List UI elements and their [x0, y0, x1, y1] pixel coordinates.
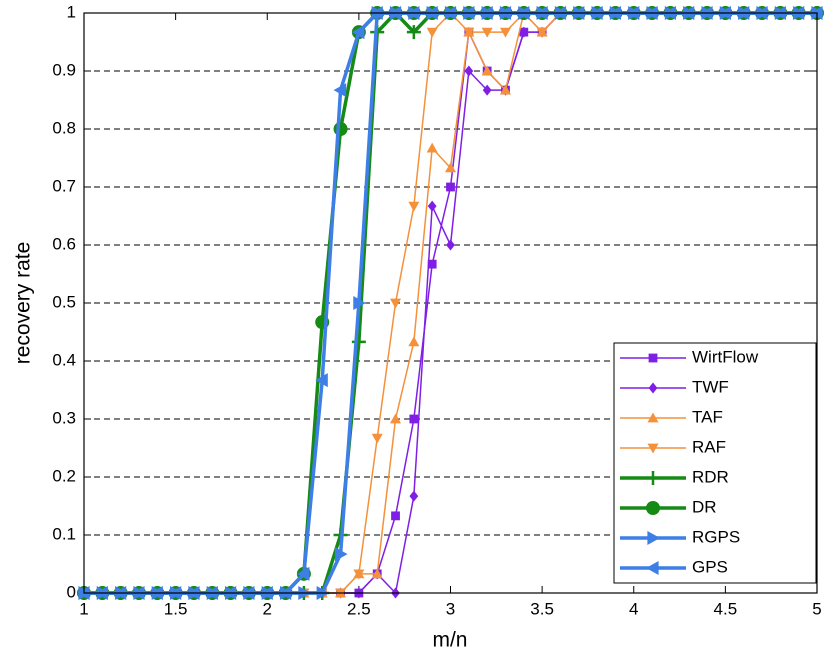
x-tick-label: 5: [812, 599, 821, 618]
y-tick-label: 0: [67, 582, 76, 601]
y-tick-label: 0.2: [52, 466, 76, 485]
x-tick-label: 1: [79, 599, 88, 618]
marker: [647, 412, 659, 423]
x-axis-label: m/n: [432, 629, 467, 652]
marker: [646, 561, 659, 575]
marker: [296, 566, 310, 581]
marker: [315, 373, 328, 388]
y-tick-label: 0.9: [52, 60, 76, 79]
y-tick-label: 0.6: [52, 234, 76, 253]
x-tick-label: 4: [629, 599, 638, 618]
x-tick-label: 2.5: [347, 599, 371, 618]
x-tick-label: 1.5: [164, 599, 188, 618]
y-tick-label: 0.5: [52, 292, 76, 311]
marker: [519, 26, 529, 38]
y-tick-label: 0.1: [52, 524, 76, 543]
marker: [333, 83, 347, 98]
y-tick-label: 0.7: [52, 176, 76, 195]
legend-label: TAF: [692, 407, 723, 426]
marker: [390, 413, 402, 424]
y-axis-label: recovery rate: [12, 242, 35, 365]
marker: [499, 84, 511, 95]
marker: [77, 586, 90, 600]
legend-label: TWF: [692, 377, 729, 396]
marker: [481, 27, 493, 38]
marker: [427, 200, 437, 212]
marker: [408, 201, 420, 212]
x-tick-label: 4.5: [714, 599, 738, 618]
marker: [427, 259, 437, 269]
marker: [647, 531, 660, 545]
marker: [482, 84, 492, 96]
marker: [406, 25, 421, 40]
marker: [333, 122, 348, 136]
marker: [646, 501, 660, 515]
marker: [464, 65, 474, 77]
marker: [481, 65, 493, 76]
marker: [536, 27, 548, 38]
marker: [499, 27, 511, 38]
marker: [648, 382, 658, 394]
marker: [648, 353, 658, 363]
legend: WirtFlow TWF TAF RAF RDR DR RGPS GPS: [613, 342, 817, 584]
x-tick-label: 3.5: [530, 599, 554, 618]
marker: [408, 336, 420, 347]
x-tick-label: 3: [446, 599, 455, 618]
marker: [446, 182, 455, 192]
marker: [351, 334, 366, 349]
legend-label: WirtFlow: [692, 347, 759, 366]
marker: [647, 443, 659, 454]
marker: [353, 569, 365, 580]
marker: [390, 298, 402, 309]
marker: [371, 433, 383, 444]
marker: [409, 414, 419, 424]
marker: [445, 162, 456, 173]
legend-label: RDR: [692, 467, 729, 486]
y-tick-label: 1: [67, 2, 76, 21]
y-tick-label: 0.8: [52, 118, 76, 137]
legend-label: RAF: [692, 437, 726, 456]
marker: [371, 568, 383, 579]
marker: [351, 25, 365, 40]
marker: [446, 239, 455, 251]
marker: [426, 142, 438, 153]
marker: [353, 296, 366, 310]
y-tick-label: 0.4: [52, 350, 76, 369]
marker: [646, 471, 660, 485]
marker: [334, 547, 348, 562]
marker: [463, 27, 475, 38]
legend-label: GPS: [692, 557, 728, 576]
y-tick-label: 0.3: [52, 408, 76, 427]
marker: [426, 27, 438, 38]
legend-label: RGPS: [692, 527, 740, 546]
plot-border: [83, 12, 818, 594]
marker: [391, 511, 400, 521]
legend-label: DR: [692, 497, 717, 516]
marker: [409, 490, 419, 502]
x-tick-label: 2: [263, 599, 272, 618]
